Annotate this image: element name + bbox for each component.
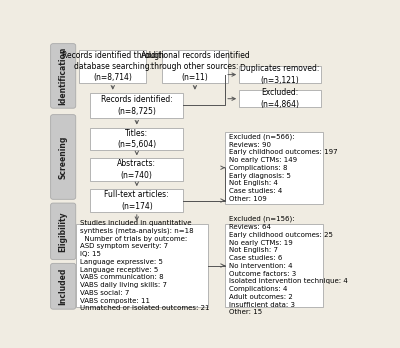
Text: Excluded (n=156):
Reviews: 64
Early childhood outcomes: 25
No early CTMs: 19
Not: Excluded (n=156): Reviews: 64 Early chil… — [229, 216, 348, 315]
FancyBboxPatch shape — [51, 114, 76, 199]
FancyBboxPatch shape — [76, 224, 208, 307]
FancyBboxPatch shape — [90, 189, 183, 212]
Text: Identification: Identification — [59, 47, 68, 105]
Text: Duplicates removed:
(n=3,121): Duplicates removed: (n=3,121) — [240, 64, 320, 85]
Text: Full-text articles:
(n=174): Full-text articles: (n=174) — [104, 190, 169, 211]
Text: Screening: Screening — [59, 135, 68, 179]
Text: Excluded:
(n=4,864): Excluded: (n=4,864) — [261, 88, 300, 109]
FancyBboxPatch shape — [239, 90, 321, 108]
FancyBboxPatch shape — [90, 158, 183, 181]
Text: Studies included in quantitative
synthesis (meta-analysis): n=18
  Number of tri: Studies included in quantitative synthes… — [80, 220, 210, 311]
Text: Included: Included — [59, 268, 68, 305]
Text: Abstracts:
(n=740): Abstracts: (n=740) — [117, 159, 156, 180]
FancyBboxPatch shape — [90, 127, 183, 150]
FancyBboxPatch shape — [51, 263, 76, 309]
FancyBboxPatch shape — [239, 66, 321, 83]
FancyBboxPatch shape — [162, 50, 228, 83]
Text: Titles:
(n=5,604): Titles: (n=5,604) — [117, 129, 156, 149]
Text: Additional records identified
through other sources:
(n=11): Additional records identified through ot… — [140, 50, 249, 82]
FancyBboxPatch shape — [51, 44, 76, 108]
Text: Records identified through
database searching:
(n=8,714): Records identified through database sear… — [62, 50, 164, 82]
FancyBboxPatch shape — [51, 203, 76, 260]
FancyBboxPatch shape — [225, 224, 323, 307]
Text: Records identified:
(n=8,725): Records identified: (n=8,725) — [101, 95, 173, 116]
FancyBboxPatch shape — [225, 132, 323, 204]
Text: Eligibility: Eligibility — [59, 211, 68, 252]
FancyBboxPatch shape — [80, 50, 146, 83]
Text: Excluded (n=566):
Reviews: 90
Early childhood outcomes: 197
No early CTMs: 149
C: Excluded (n=566): Reviews: 90 Early chil… — [229, 133, 338, 202]
FancyBboxPatch shape — [90, 93, 183, 118]
